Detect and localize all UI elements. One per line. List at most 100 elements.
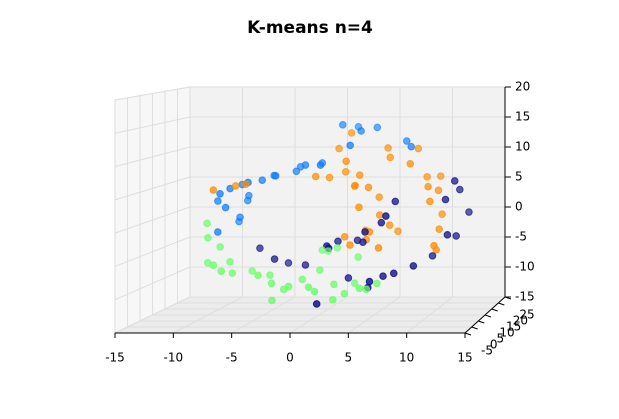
point [423,173,431,181]
point [347,129,356,137]
point [329,295,337,304]
point [385,221,394,229]
point [267,279,276,288]
point [436,172,445,180]
x-tick-label: 0 [286,351,294,365]
point [258,176,267,185]
y-tick-label: 10 [499,326,514,340]
point [394,227,402,235]
point [333,243,342,252]
tick-mark [491,308,498,312]
point [362,285,371,294]
z-tick-label: 20 [515,80,530,94]
point [334,237,342,246]
point [221,203,230,212]
x-tick-label: 5 [345,351,353,365]
point [379,272,387,280]
point [402,137,411,145]
point [432,246,441,254]
point [375,211,384,219]
y-axis [464,296,506,334]
z-tick-label: -15 [515,290,535,304]
point [311,172,320,181]
point [254,271,262,280]
point [364,183,373,192]
point [340,233,349,241]
point [374,244,383,252]
point [310,287,319,296]
z-tick-label: -10 [515,260,535,274]
grid-line [114,86,191,101]
point [373,123,382,132]
x-tick-label: -15 [105,351,125,365]
y-tick-label: 20 [513,314,528,328]
point [353,236,362,245]
point [284,282,293,291]
point [204,233,212,242]
point [216,189,224,198]
point [243,196,252,205]
point [217,267,225,276]
tick-mark [498,302,505,306]
grid-line [114,176,191,201]
point [450,177,459,185]
tick-mark [471,326,478,330]
point [228,269,237,277]
point [270,255,279,263]
point [330,280,338,289]
point [456,185,464,194]
point [346,241,354,249]
point [377,218,386,227]
x-tick-label: 10 [399,351,414,365]
point [216,243,224,251]
point [407,142,416,151]
point [214,197,222,205]
grid-line [114,206,191,234]
x-tick-label: -10 [164,351,184,365]
point [355,203,363,212]
point [391,197,400,206]
z-tick-label: 15 [515,110,530,124]
point [335,144,343,153]
grid-line [114,266,191,301]
point [284,259,293,267]
point [214,228,222,236]
point [324,247,332,255]
y-tick-label: -5 [481,344,493,358]
point [209,186,218,194]
point [350,279,359,287]
point [426,197,434,206]
point [438,210,446,218]
point [270,171,278,180]
point [241,180,250,189]
point [342,157,350,166]
point [301,161,310,169]
point [341,168,350,176]
point [355,284,364,293]
tick-mark [484,314,492,318]
z-tick-label: -5 [515,230,527,244]
y-tick-label: 0 [490,338,498,352]
point [316,266,324,274]
point [340,289,349,298]
y-tick-label: 15 [506,320,521,334]
point [434,186,443,195]
point [375,193,384,201]
point [301,261,310,269]
point [435,225,443,233]
point [350,182,359,190]
point [325,173,334,182]
point [424,182,432,191]
point [406,159,415,168]
point [443,231,452,239]
point [209,261,218,269]
point [414,144,423,153]
point [304,283,313,292]
point [266,271,274,279]
grid-line [114,296,191,334]
point [346,141,355,150]
point [298,275,307,284]
grid-line [114,116,191,134]
point [386,153,395,162]
